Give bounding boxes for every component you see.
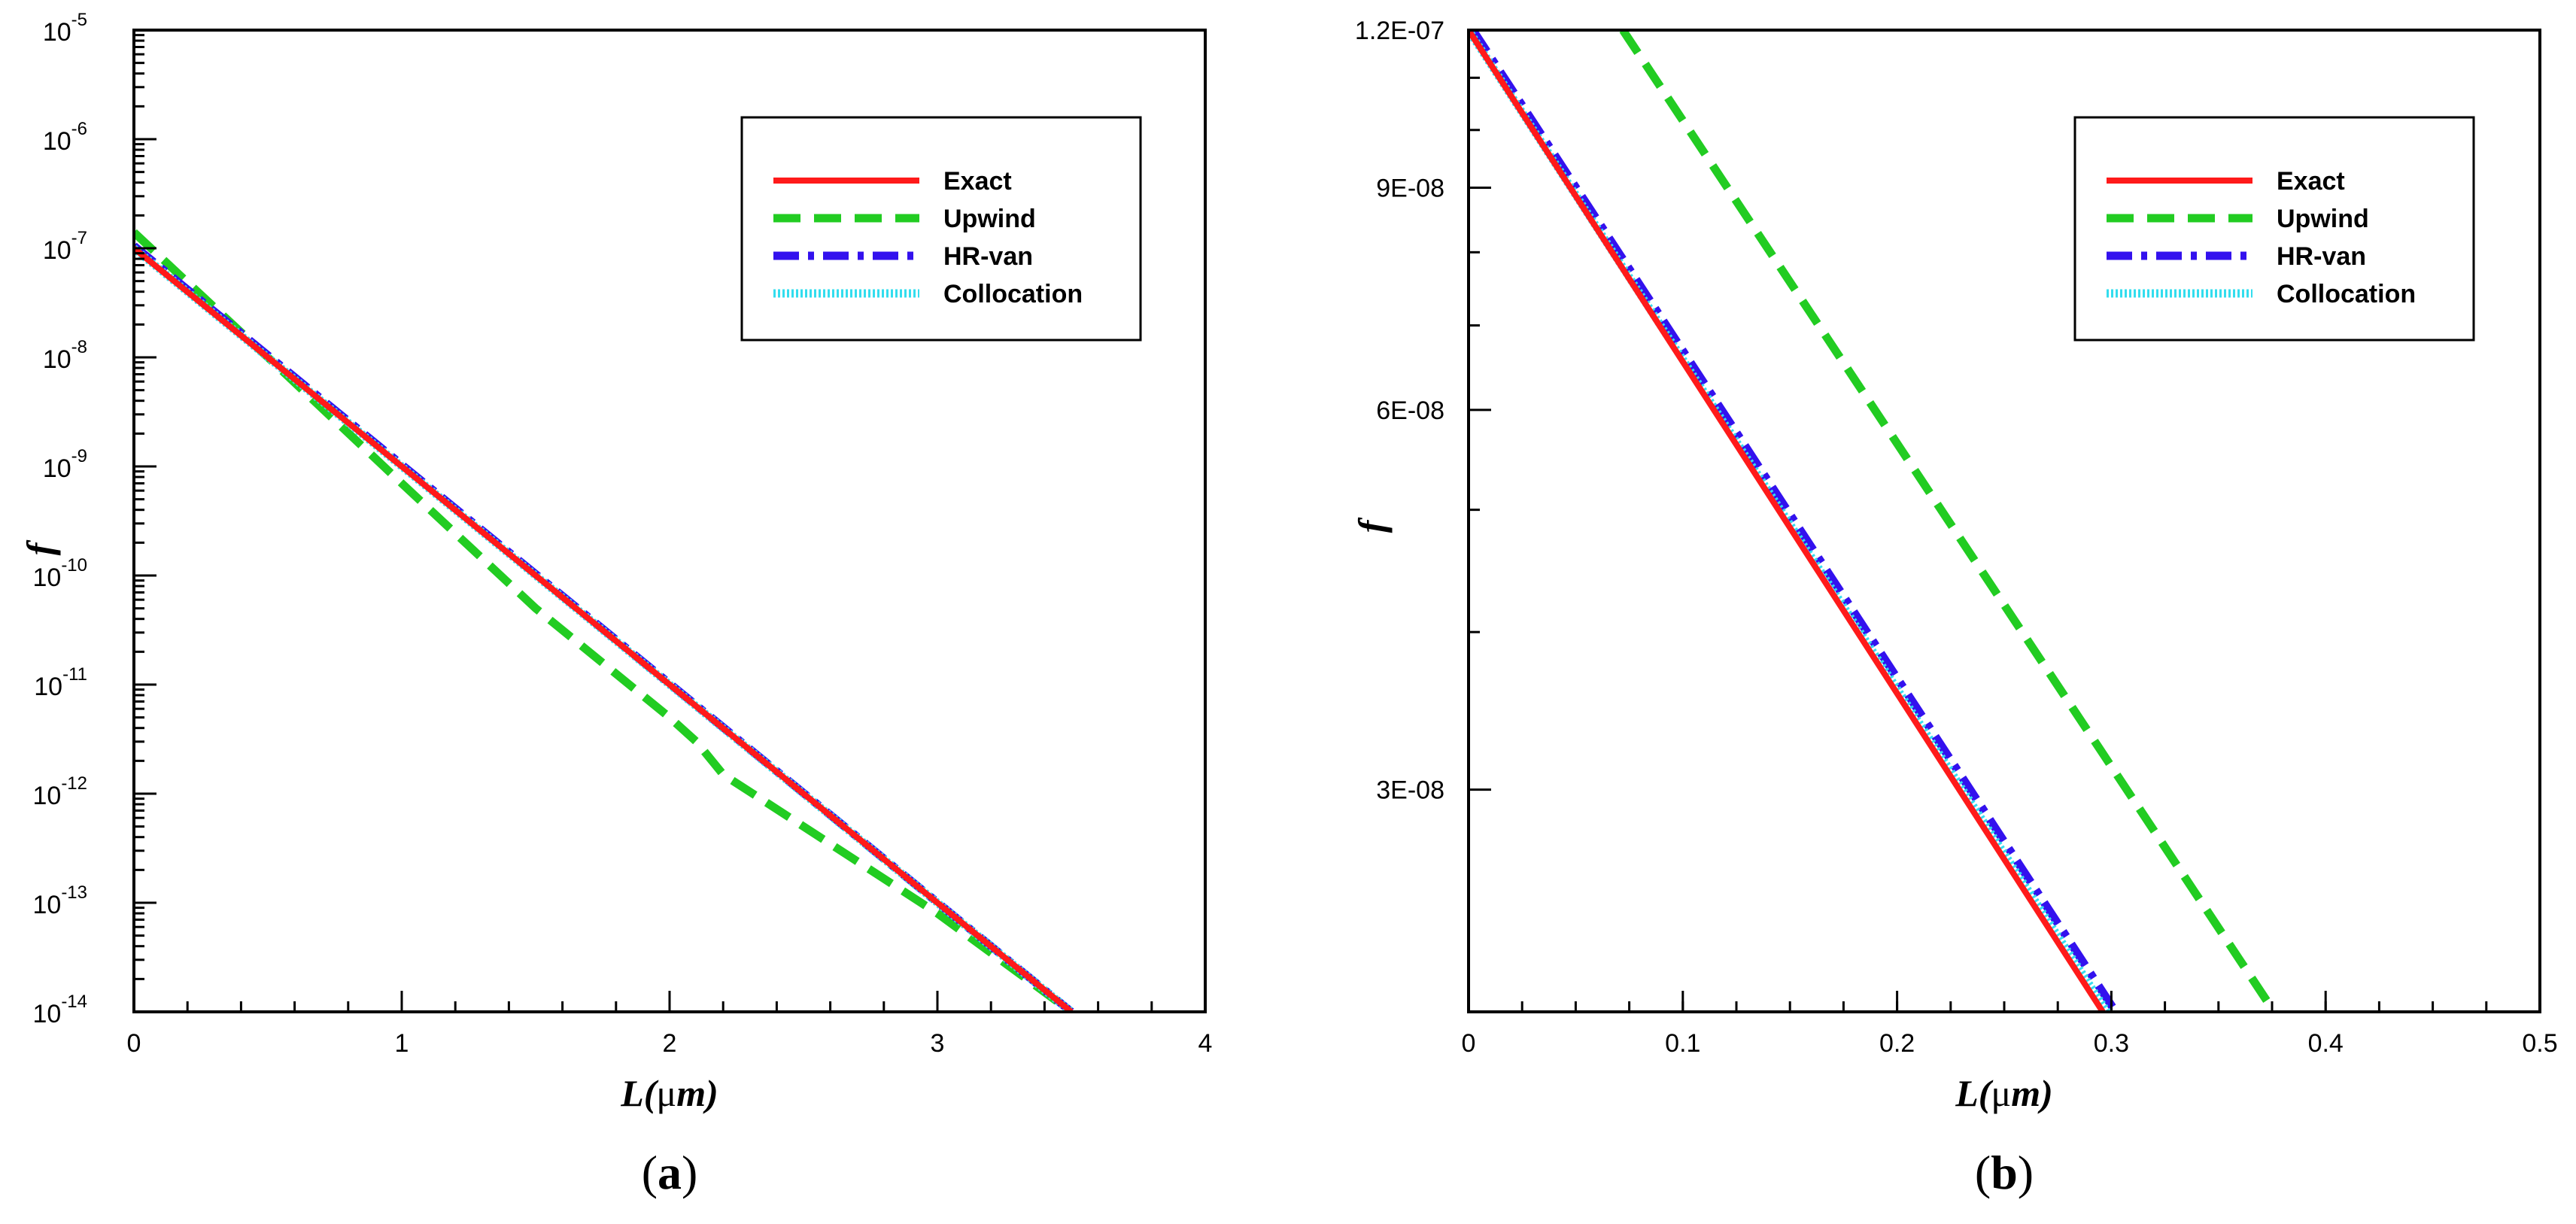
x-tick-label: 4 bbox=[1198, 1029, 1213, 1058]
x-axis-title-main: L bbox=[1955, 1072, 1979, 1114]
y-tick-label: 10-14 bbox=[32, 992, 87, 1028]
y-tick-base: 10 bbox=[32, 563, 61, 592]
panel-label-part: ) bbox=[2018, 1146, 2034, 1199]
y-tick-label: 10-11 bbox=[34, 664, 87, 701]
y-tick-base: 10 bbox=[43, 18, 71, 47]
legend-label: Upwind bbox=[943, 205, 1036, 233]
y-tick-base: 10 bbox=[43, 454, 71, 483]
y-tick-exponent: -9 bbox=[71, 446, 87, 466]
x-axis-title-unit_mu: μ bbox=[1991, 1072, 2011, 1114]
x-axis-title-unit_open: ( bbox=[644, 1072, 659, 1114]
legend-box bbox=[740, 116, 1142, 342]
y-tick-base: 10 bbox=[32, 1000, 61, 1028]
y-tick-label: 10-12 bbox=[32, 773, 87, 810]
y-tick-label: 10-13 bbox=[32, 882, 87, 919]
x-tick-label: 3 bbox=[931, 1029, 945, 1058]
x-tick-label: 0 bbox=[127, 1029, 141, 1058]
y-tick-label: 10-7 bbox=[43, 228, 87, 265]
y-axis-title: f bbox=[19, 539, 61, 555]
x-tick-label: 0.2 bbox=[1879, 1029, 1915, 1058]
x-axis-title: L(μm) bbox=[620, 1072, 718, 1114]
y-tick-exponent: -10 bbox=[61, 555, 87, 576]
y-tick-label: 6E-08 bbox=[1376, 396, 1444, 425]
series-line-hr-van bbox=[1469, 30, 2119, 1012]
x-axis-title: L(μm) bbox=[1955, 1072, 2053, 1114]
y-tick-exponent: -7 bbox=[71, 228, 87, 248]
x-tick-label: 1 bbox=[395, 1029, 409, 1058]
legend-label: Collocation bbox=[2277, 280, 2416, 308]
legend-box bbox=[2073, 116, 2475, 342]
series-line-upwind bbox=[134, 229, 1074, 1012]
y-tick-exponent: -8 bbox=[71, 337, 87, 357]
x-axis-title-unit_open: ( bbox=[1979, 1072, 1994, 1114]
y-tick-label: 10-6 bbox=[43, 119, 87, 156]
y-axis-title: f bbox=[1350, 517, 1393, 533]
series-line-upwind bbox=[1619, 30, 2278, 1012]
panel-label-part: b bbox=[1991, 1146, 2018, 1199]
y-tick-label: 10-9 bbox=[43, 446, 87, 483]
x-axis-title-unit_m: m bbox=[2011, 1072, 2040, 1114]
x-tick-label: 2 bbox=[663, 1029, 677, 1058]
legend-label: HR-van bbox=[2277, 242, 2366, 271]
y-tick-base: 10 bbox=[32, 782, 61, 810]
series-line-exact bbox=[1469, 30, 2106, 1012]
y-tick-base: 10 bbox=[43, 345, 71, 374]
y-tick-exponent: -11 bbox=[62, 664, 87, 685]
panel-label-part: a bbox=[658, 1146, 682, 1199]
legend-label: Upwind bbox=[2277, 205, 2369, 233]
y-tick-exponent: -6 bbox=[71, 119, 87, 139]
panel-label-part: ( bbox=[1975, 1146, 1991, 1199]
x-tick-label: 0.4 bbox=[2308, 1029, 2344, 1058]
series-group bbox=[1469, 30, 2278, 1012]
y-tick-exponent: -5 bbox=[71, 10, 87, 30]
y-tick-exponent: -12 bbox=[61, 773, 87, 794]
x-tick-label: 0 bbox=[1462, 1029, 1476, 1058]
panel-label: (b) bbox=[1975, 1146, 2034, 1199]
chart-b: 0 0.1 0.2 0.3 0.4 0.5 1.2E-07 9E-08 6E-08 3E-08 Ex… bbox=[1350, 17, 2558, 1199]
series-group bbox=[134, 229, 1074, 1012]
y-tick-base: 10 bbox=[43, 127, 71, 156]
y-tick-label: 10-10 bbox=[32, 555, 87, 592]
x-axis-title-unit_m: m bbox=[676, 1072, 706, 1114]
x-tick-label: 0.5 bbox=[2522, 1029, 2557, 1058]
y-tick-label: 3E-08 bbox=[1376, 776, 1444, 805]
y-tick-label: 1.2E-07 bbox=[1355, 17, 1444, 45]
legend-label: Exact bbox=[2277, 167, 2345, 196]
y-tick-exponent: -13 bbox=[61, 882, 87, 903]
x-axis-title-unit_close: ) bbox=[703, 1072, 718, 1114]
y-tick-label: 10-8 bbox=[43, 337, 87, 374]
x-axis-title-main: L bbox=[620, 1072, 644, 1114]
y-tick-base: 10 bbox=[34, 673, 62, 701]
chart-a: 0 1 2 3 410-1410-1310-1210-1110-1010-910-810… bbox=[19, 10, 1212, 1199]
series-line-exact bbox=[134, 245, 1074, 1012]
legend-label: HR-van bbox=[943, 242, 1033, 271]
y-tick-base: 10 bbox=[32, 891, 61, 919]
y-tick-base: 10 bbox=[43, 236, 71, 265]
y-tick-exponent: -14 bbox=[61, 992, 87, 1012]
legend: Exact Upwind HR-van Collocation bbox=[740, 116, 1142, 342]
legend-label: Collocation bbox=[943, 280, 1083, 308]
panel-label-part: ( bbox=[642, 1146, 658, 1199]
y-tick-label: 10-5 bbox=[43, 10, 87, 47]
panel-label: (a) bbox=[642, 1146, 698, 1199]
y-tick-label: 9E-08 bbox=[1376, 175, 1444, 203]
x-axis-title-unit_close: ) bbox=[2037, 1072, 2053, 1114]
x-axis-title-unit_mu: μ bbox=[656, 1072, 676, 1114]
x-tick-label: 0.3 bbox=[2094, 1029, 2129, 1058]
panel-label-part: ) bbox=[682, 1146, 697, 1199]
x-tick-label: 0.1 bbox=[1665, 1029, 1700, 1058]
legend-label: Exact bbox=[943, 167, 1012, 196]
legend: Exact Upwind HR-van Collocation bbox=[2073, 116, 2475, 342]
